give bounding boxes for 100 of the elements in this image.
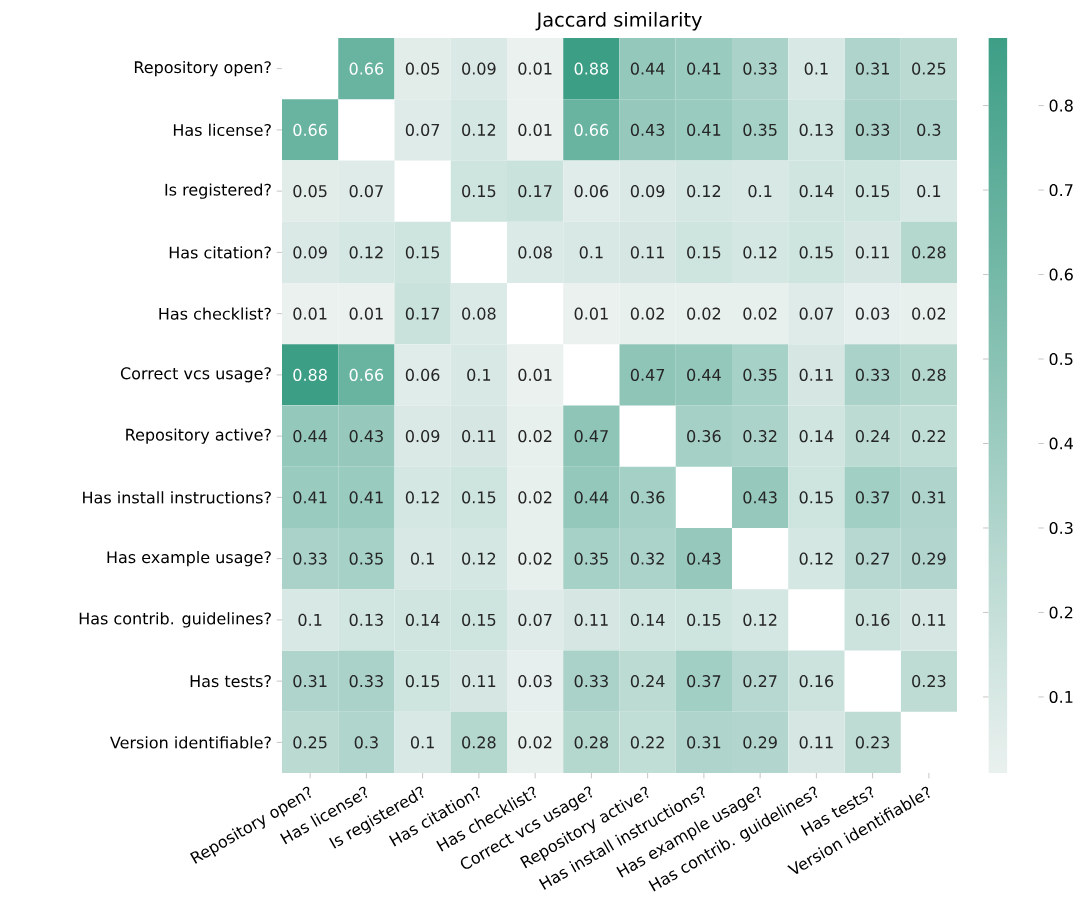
data-label: 0.13 [799, 123, 833, 136]
data-label: 0.29 [743, 736, 777, 749]
data-label: 0.41 [349, 491, 383, 504]
data-label: 0.01 [574, 307, 608, 320]
data-label: 0.43 [743, 491, 777, 504]
data-label: 0.07 [405, 123, 440, 136]
data-label: 0.12 [743, 613, 777, 626]
data-label: 0.11 [799, 368, 833, 381]
data-label: 0.06 [574, 185, 609, 198]
data-label: 0.07 [518, 613, 552, 626]
data-label: 0.33 [855, 123, 890, 136]
data-label: 0.22 [912, 430, 946, 443]
color-bar-label: 0.3 [1049, 521, 1073, 535]
data-label: 0.66 [349, 62, 384, 75]
data-label: 0.43 [630, 123, 665, 136]
data-label: 0.02 [743, 307, 777, 320]
data-label: 0.11 [630, 246, 664, 259]
data-label: 0.01 [518, 368, 552, 381]
data-label: 0.15 [405, 675, 440, 688]
y-tick-label: Repository open? [134, 60, 271, 77]
data-label: 0.88 [293, 368, 327, 381]
data-label: 0.1 [410, 552, 434, 565]
data-label: 0.41 [687, 123, 721, 136]
data-label: 0.44 [574, 491, 609, 504]
data-label: 0.15 [687, 246, 721, 259]
data-label: 0.41 [687, 62, 721, 75]
data-label: 0.28 [574, 736, 609, 749]
data-label: 0.31 [855, 62, 889, 75]
data-label: 0.07 [349, 185, 383, 198]
data-label: 0.24 [855, 430, 890, 443]
data-label: 0.27 [743, 675, 777, 688]
data-label: 0.11 [855, 246, 889, 259]
data-label: 0.47 [630, 368, 665, 381]
data-label: 0.08 [462, 307, 496, 320]
data-label: 0.15 [799, 491, 833, 504]
data-label: 0.01 [293, 307, 327, 320]
data-label: 0.02 [912, 307, 946, 320]
y-tick-label: Has tests? [190, 675, 271, 688]
data-label: 0.11 [912, 613, 946, 626]
data-label: 0.11 [799, 736, 833, 749]
data-label: 0.02 [518, 736, 552, 749]
data-label: 0.41 [293, 491, 327, 504]
data-label: 0.35 [349, 552, 383, 565]
data-label: 0.1 [917, 185, 941, 198]
data-label: 0.33 [349, 675, 383, 688]
data-label: 0.16 [799, 675, 834, 688]
y-tick-label: Has install instructions? [83, 491, 271, 504]
data-label: 0.09 [293, 246, 327, 259]
data-label: 0.12 [687, 185, 721, 198]
data-label: 0.02 [518, 552, 552, 565]
data-label: 0.1 [410, 736, 434, 749]
y-tick-label: Has checklist? [159, 307, 271, 320]
data-label: 0.66 [574, 123, 609, 136]
data-label: 0.3 [917, 123, 941, 136]
data-label: 0.43 [349, 430, 383, 443]
data-label: 0.44 [687, 368, 721, 381]
data-label: 0.13 [349, 613, 383, 626]
data-label: 0.02 [518, 491, 552, 504]
color-bar-label: 0.4 [1049, 437, 1073, 450]
data-label: 0.31 [687, 736, 721, 749]
data-label: 0.02 [630, 307, 664, 320]
data-label: 0.14 [405, 613, 440, 626]
data-label: 0.01 [518, 123, 552, 136]
data-label: 0.1 [298, 613, 322, 626]
data-label: 0.01 [518, 62, 552, 75]
data-label: 0.44 [293, 430, 328, 443]
data-label: 0.14 [799, 185, 834, 198]
data-label: 0.25 [912, 62, 946, 75]
data-label: 0.35 [574, 552, 608, 565]
data-label: 0.17 [405, 307, 440, 320]
data-label: 0.14 [799, 430, 834, 443]
y-tick-label: Has contrib. guidelines? [79, 612, 271, 628]
data-label: 0.33 [743, 62, 777, 75]
data-label: 0.02 [687, 307, 721, 320]
data-label: 0.16 [855, 613, 890, 626]
data-label: 0.44 [630, 62, 665, 75]
data-label: 0.1 [748, 185, 772, 198]
y-tick-label: Version identifiable? [110, 736, 271, 749]
data-label: 0.36 [687, 430, 721, 443]
color-bar-label: 0.2 [1049, 606, 1073, 619]
data-label: 0.15 [799, 246, 833, 259]
data-label: 0.17 [518, 185, 552, 198]
data-label: 0.09 [462, 62, 496, 75]
data-label: 0.31 [912, 491, 946, 504]
data-label: 0.12 [405, 491, 439, 504]
data-label: 0.28 [912, 368, 946, 381]
data-label: 0.33 [574, 675, 608, 688]
data-label: 0.1 [467, 368, 491, 381]
data-label: 0.12 [462, 123, 496, 136]
data-label: 0.01 [349, 307, 383, 320]
data-label: 0.28 [462, 736, 496, 749]
data-label: 0.15 [462, 491, 496, 504]
data-label: 0.22 [630, 736, 664, 749]
data-label: 0.66 [293, 123, 327, 136]
data-label: 0.05 [293, 185, 327, 198]
data-label: 0.09 [405, 430, 440, 443]
data-label: 0.02 [518, 430, 552, 443]
data-label: 0.35 [743, 368, 777, 381]
y-tick-label: Has example usage? [107, 550, 271, 567]
data-label: 0.32 [630, 552, 664, 565]
